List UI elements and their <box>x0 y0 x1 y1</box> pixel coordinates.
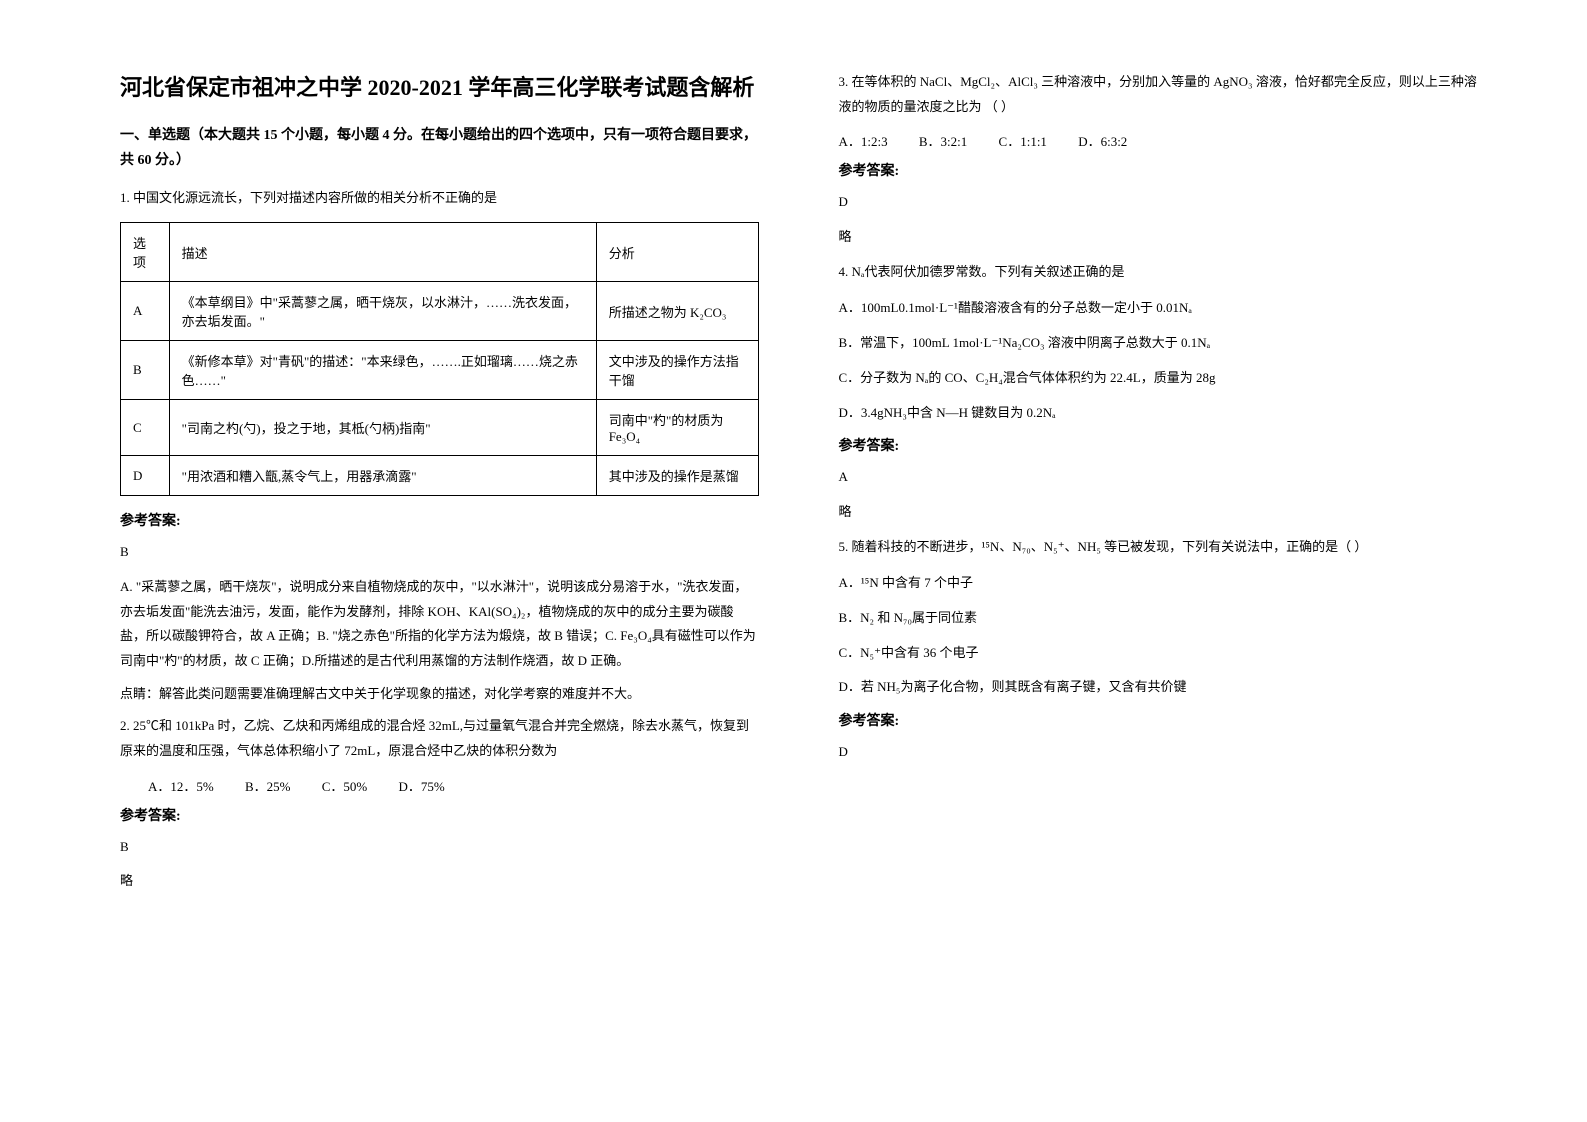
table-row: A 《本草纲目》中"采蒿蓼之属，晒干烧灰，以水淋汁，……洗衣发面，亦去垢发面。"… <box>121 282 759 341</box>
cell-opt: B <box>121 341 170 400</box>
table-row: D "用浓酒和糟入甑,蒸令气上，用器承滴露" 其中涉及的操作是蒸馏 <box>121 456 759 496</box>
answer-label: 参考答案: <box>120 510 759 530</box>
q1-stem: 1. 中国文化源远流长，下列对描述内容所做的相关分析不正确的是 <box>120 186 759 211</box>
exam-title: 河北省保定市祖冲之中学 2020-2021 学年高三化学联考试题含解析 <box>120 70 759 105</box>
q5-opt-c: C．N₅⁺中含有 36 个电子 <box>839 641 1478 666</box>
right-column: 3. 在等体积的 NaCl、MgCl₂、AlCl₃ 三种溶液中，分别加入等量的 … <box>799 70 1498 1072</box>
q1-explain-1: A. "采蒿蓼之属，晒干烧灰"，说明成分来自植物烧成的灰中，"以水淋汁"，说明该… <box>120 575 759 674</box>
q2-stem: 2. 25℃和 101kPa 时，乙烷、乙炔和丙烯组成的混合烃 32mL,与过量… <box>120 714 759 763</box>
q3-answer: D <box>839 190 1478 215</box>
cell-desc: "用浓酒和糟入甑,蒸令气上，用器承滴露" <box>169 456 596 496</box>
q2-opt-a: A．12．5% <box>148 779 214 794</box>
q2-opt-d: D．75% <box>399 779 445 794</box>
cell-opt: A <box>121 282 170 341</box>
th-option: 选项 <box>121 223 170 282</box>
answer-label: 参考答案: <box>839 160 1478 180</box>
table-header-row: 选项 描述 分析 <box>121 223 759 282</box>
cell-desc: 《本草纲目》中"采蒿蓼之属，晒干烧灰，以水淋汁，……洗衣发面，亦去垢发面。" <box>169 282 596 341</box>
q5-opt-b: B．N₂ 和 N₇₀属于同位素 <box>839 606 1478 631</box>
th-desc: 描述 <box>169 223 596 282</box>
q5-opt-d: D．若 NH₅为离子化合物，则其既含有离子键，又含有共价键 <box>839 675 1478 700</box>
q2-brief: 略 <box>120 869 759 894</box>
q3-options: A．1:2:3 B．3:2:1 C．1:1:1 D．6:3:2 <box>839 131 1478 150</box>
q4-opt-c: C．分子数为 Nₐ的 CO、C₂H₄混合气体体积约为 22.4L，质量为 28g <box>839 366 1478 391</box>
th-anal: 分析 <box>596 223 758 282</box>
q4-answer: A <box>839 465 1478 490</box>
q1-explain-2: 点睛：解答此类问题需要准确理解古文中关于化学现象的描述，对化学考察的难度并不大。 <box>120 682 759 707</box>
q3-opt-c: C．1:1:1 <box>999 134 1047 149</box>
cell-opt: D <box>121 456 170 496</box>
q4-opt-b: B．常温下，100mL 1mol·L⁻¹Na₂CO₃ 溶液中阴离子总数大于 0.… <box>839 331 1478 356</box>
q3-opt-d: D．6:3:2 <box>1078 134 1127 149</box>
q4-opt-d: D．3.4gNH₃中含 N—H 键数目为 0.2Nₐ <box>839 401 1478 426</box>
cell-anal: 文中涉及的操作方法指干馏 <box>596 341 758 400</box>
cell-anal: 司南中"杓"的材质为 Fe₃O₄ <box>596 400 758 456</box>
q1-table: 选项 描述 分析 A 《本草纲目》中"采蒿蓼之属，晒干烧灰，以水淋汁，……洗衣发… <box>120 222 759 496</box>
q2-opt-c: C．50% <box>322 779 368 794</box>
cell-desc: 《新修本草》对"青矾"的描述："本来绿色，…….正如瑠璃……烧之赤色……" <box>169 341 596 400</box>
q5-options: A．¹⁵N 中含有 7 个中子 B．N₂ 和 N₇₀属于同位素 C．N₅⁺中含有… <box>839 571 1478 700</box>
q2-opt-b: B．25% <box>245 779 291 794</box>
table-row: B 《新修本草》对"青矾"的描述："本来绿色，…….正如瑠璃……烧之赤色……" … <box>121 341 759 400</box>
answer-label: 参考答案: <box>839 710 1478 730</box>
cell-desc: "司南之杓(勺)，投之于地，其柢(勺柄)指南" <box>169 400 596 456</box>
q4-brief: 略 <box>839 500 1478 525</box>
q3-opt-b: B．3:2:1 <box>919 134 967 149</box>
q5-opt-a: A．¹⁵N 中含有 7 个中子 <box>839 571 1478 596</box>
q5-answer: D <box>839 740 1478 765</box>
q4-options: A．100mL0.1mol·L⁻¹醋酸溶液含有的分子总数一定小于 0.01Nₐ … <box>839 296 1478 425</box>
section-1-header: 一、单选题（本大题共 15 个小题，每小题 4 分。在每小题给出的四个选项中，只… <box>120 123 759 173</box>
q2-answer: B <box>120 835 759 860</box>
cell-anal: 其中涉及的操作是蒸馏 <box>596 456 758 496</box>
q3-stem: 3. 在等体积的 NaCl、MgCl₂、AlCl₃ 三种溶液中，分别加入等量的 … <box>839 70 1478 119</box>
q2-options: A．12．5% B．25% C．50% D．75% <box>120 776 759 795</box>
q5-stem: 5. 随着科技的不断进步，¹⁵N、N₇₀、N₅⁺、NH₅ 等已被发现，下列有关说… <box>839 535 1478 560</box>
q3-brief: 略 <box>839 225 1478 250</box>
answer-label: 参考答案: <box>839 435 1478 455</box>
q3-opt-a: A．1:2:3 <box>839 134 888 149</box>
q1-answer: B <box>120 540 759 565</box>
cell-opt: C <box>121 400 170 456</box>
q4-opt-a: A．100mL0.1mol·L⁻¹醋酸溶液含有的分子总数一定小于 0.01Nₐ <box>839 296 1478 321</box>
answer-label: 参考答案: <box>120 805 759 825</box>
q4-stem: 4. Nₐ代表阿伏加德罗常数。下列有关叙述正确的是 <box>839 260 1478 285</box>
table-row: C "司南之杓(勺)，投之于地，其柢(勺柄)指南" 司南中"杓"的材质为 Fe₃… <box>121 400 759 456</box>
left-column: 河北省保定市祖冲之中学 2020-2021 学年高三化学联考试题含解析 一、单选… <box>100 70 799 1072</box>
cell-anal: 所描述之物为 K₂CO₃ <box>596 282 758 341</box>
